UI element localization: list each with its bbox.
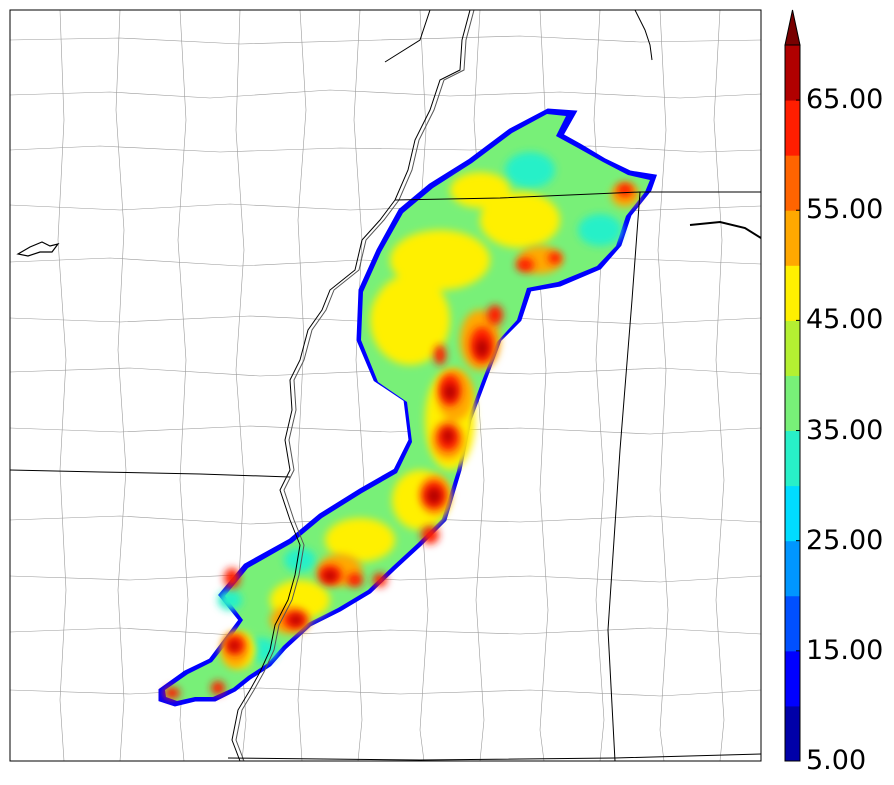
colorbar-extend-arrow: [784, 9, 801, 46]
colorbar-segment-30: [785, 430, 800, 487]
county-boundaries: [10, 10, 761, 761]
colorbar: [784, 9, 801, 762]
colorbar-segment-35: [785, 375, 800, 432]
colorbar-tick-label: 65.00: [806, 84, 884, 116]
colorbar-tick-label: 5.00: [806, 745, 867, 776]
colorbar-tick-label: 15.00: [806, 634, 884, 666]
colorbar-tick-label: 25.00: [806, 524, 884, 556]
lake-outline: [16, 241, 60, 257]
colorbar-segment-15: [785, 595, 800, 652]
colorbar-segment-10: [785, 650, 800, 707]
colorbar-outline: [784, 44, 801, 762]
storm-darkred-cores: [229, 339, 488, 651]
map-frame: [9, 9, 762, 762]
colorbar-tick-label: 35.00: [806, 414, 884, 446]
colorbar-segment-65: [785, 45, 800, 101]
state-boundaries: [10, 10, 761, 761]
colorbar-segment-45: [785, 265, 800, 321]
storm-red-cores: [164, 183, 633, 699]
colorbar-tick-label: 55.00: [806, 194, 884, 226]
colorbar-segment-55: [785, 155, 800, 211]
river-lines: [231, 10, 761, 761]
colorbar-segment-40: [785, 320, 800, 376]
colorbar-tick-label: 45.00: [806, 304, 884, 336]
colorbar-segment-20: [785, 540, 800, 597]
colorbar-segment-60: [785, 100, 800, 156]
reflectivity-field: [158, 108, 658, 707]
colorbar-segment-25: [785, 485, 800, 542]
colorbar-segment-50: [785, 210, 800, 266]
colorbar-segment-5: [785, 705, 800, 762]
